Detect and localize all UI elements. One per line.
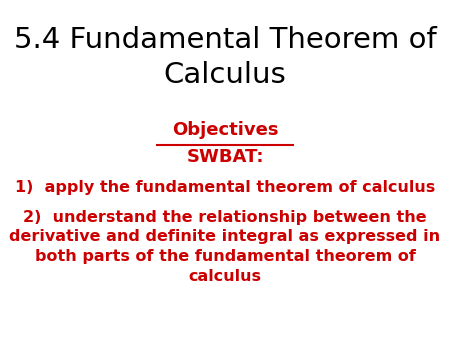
Text: SWBAT:: SWBAT: — [186, 148, 264, 166]
Text: Objectives: Objectives — [172, 121, 278, 139]
Text: 2)  understand the relationship between the
derivative and definite integral as : 2) understand the relationship between t… — [9, 210, 441, 284]
Text: 5.4 Fundamental Theorem of
Calculus: 5.4 Fundamental Theorem of Calculus — [14, 26, 436, 89]
Text: 1)  apply the fundamental theorem of calculus: 1) apply the fundamental theorem of calc… — [15, 180, 435, 195]
